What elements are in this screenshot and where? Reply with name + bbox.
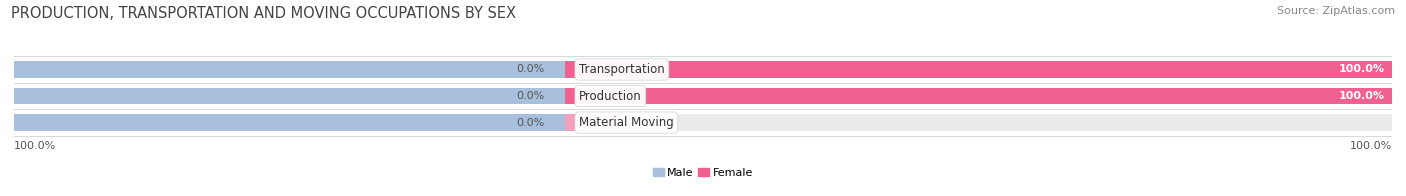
Bar: [14, 114, 1392, 131]
Text: Transportation: Transportation: [579, 63, 665, 76]
Text: 0.0%: 0.0%: [516, 118, 544, 128]
Text: 100.0%: 100.0%: [1350, 141, 1392, 151]
Text: 0.0%: 0.0%: [516, 91, 544, 101]
Bar: [14, 88, 565, 104]
Bar: [565, 61, 1392, 78]
Text: Source: ZipAtlas.com: Source: ZipAtlas.com: [1277, 6, 1395, 16]
Text: 0.0%: 0.0%: [641, 118, 669, 128]
Text: 100.0%: 100.0%: [1339, 91, 1385, 101]
Bar: [14, 61, 565, 78]
Text: Production: Production: [579, 90, 641, 103]
Bar: [14, 88, 1392, 104]
Bar: [565, 88, 1392, 104]
Legend: Male, Female: Male, Female: [648, 164, 758, 183]
Text: PRODUCTION, TRANSPORTATION AND MOVING OCCUPATIONS BY SEX: PRODUCTION, TRANSPORTATION AND MOVING OC…: [11, 6, 516, 21]
Bar: [14, 61, 1392, 78]
Bar: [565, 114, 620, 131]
Bar: [14, 114, 565, 131]
Text: 100.0%: 100.0%: [1339, 64, 1385, 74]
Text: Material Moving: Material Moving: [579, 116, 673, 129]
Text: 0.0%: 0.0%: [516, 64, 544, 74]
Text: 100.0%: 100.0%: [14, 141, 56, 151]
